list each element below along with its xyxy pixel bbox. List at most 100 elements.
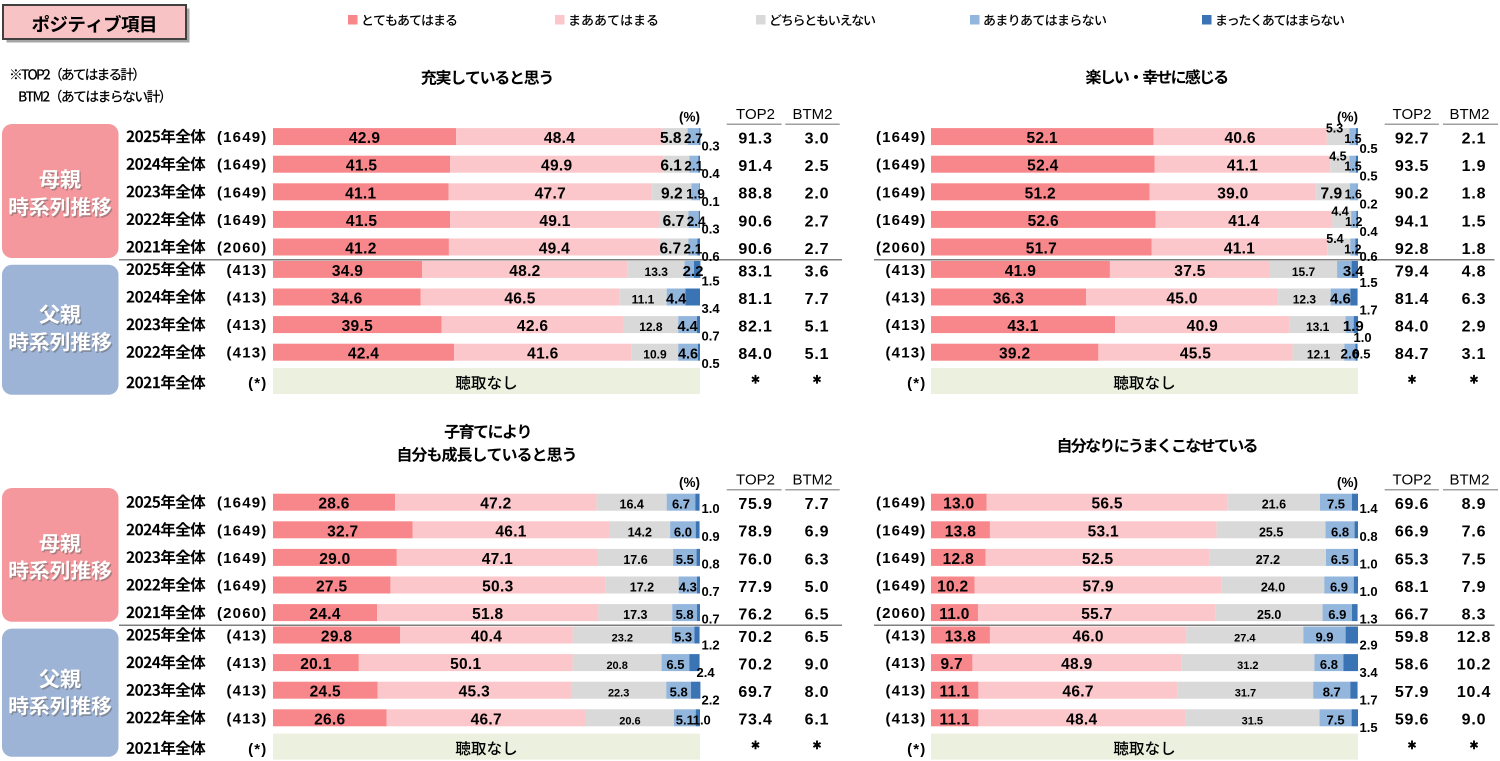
svg-text:6.5: 6.5 [1331, 552, 1349, 567]
svg-text:1.9: 1.9 [1462, 158, 1487, 175]
svg-text:(413): (413) [885, 262, 926, 279]
svg-text:(*): (*) [907, 741, 926, 758]
svg-text:6.8: 6.8 [1320, 657, 1338, 672]
svg-text:(1649): (1649) [217, 129, 268, 146]
svg-text:1.5: 1.5 [1344, 132, 1361, 146]
svg-text:46.7: 46.7 [471, 711, 502, 728]
svg-text:42.6: 42.6 [517, 318, 548, 335]
svg-text:(1649): (1649) [217, 522, 268, 539]
svg-text:68.1: 68.1 [1395, 579, 1429, 596]
svg-text:20.8: 20.8 [606, 660, 627, 672]
svg-text:0.5: 0.5 [1360, 169, 1378, 184]
svg-text:(%): (%) [679, 110, 700, 125]
svg-text:9.0: 9.0 [805, 657, 830, 674]
svg-text:(%): (%) [1337, 110, 1358, 125]
svg-text:24.4: 24.4 [309, 606, 340, 623]
svg-text:5.8: 5.8 [660, 130, 682, 147]
svg-text:0.9: 0.9 [702, 529, 720, 544]
svg-text:12.1: 12.1 [1307, 348, 1331, 362]
svg-text:5.4: 5.4 [1326, 232, 1343, 246]
svg-text:0.1: 0.1 [702, 194, 720, 209]
svg-text:BTM2: BTM2 [792, 472, 832, 489]
svg-text:(1649): (1649) [876, 550, 927, 567]
svg-text:23.2: 23.2 [612, 633, 633, 645]
svg-text:6.7: 6.7 [663, 213, 685, 230]
svg-text:0.4: 0.4 [1360, 224, 1379, 239]
svg-text:46.7: 46.7 [1062, 684, 1093, 701]
svg-text:(413): (413) [885, 710, 926, 727]
svg-text:8.3: 8.3 [1462, 607, 1487, 624]
svg-text:6.5: 6.5 [666, 657, 684, 672]
svg-text:5.1: 5.1 [676, 712, 694, 727]
svg-text:7.7: 7.7 [805, 496, 830, 513]
svg-text:0.8: 0.8 [702, 556, 720, 571]
svg-text:4.3: 4.3 [679, 580, 697, 595]
svg-text:1.8: 1.8 [1462, 186, 1487, 203]
svg-text:10.2: 10.2 [937, 579, 968, 596]
svg-text:12.3: 12.3 [1293, 293, 1317, 307]
svg-text:59.6: 59.6 [1395, 712, 1429, 729]
svg-text:21.6: 21.6 [1262, 498, 1286, 512]
svg-text:7.5: 7.5 [1327, 712, 1345, 727]
svg-text:(413): (413) [885, 345, 926, 362]
svg-text:7.9: 7.9 [1462, 579, 1487, 596]
svg-text:5.1: 5.1 [805, 319, 830, 336]
svg-text:(*): (*) [248, 375, 267, 392]
svg-text:(413): (413) [226, 710, 267, 727]
svg-text:13.1: 13.1 [1306, 320, 1330, 334]
svg-text:20.1: 20.1 [300, 656, 331, 673]
svg-text:1.2: 1.2 [702, 637, 720, 652]
svg-text:(1649): (1649) [217, 212, 268, 229]
svg-text:(1649): (1649) [217, 578, 268, 595]
svg-text:52.4: 52.4 [1027, 158, 1058, 175]
svg-text:(*): (*) [907, 375, 926, 392]
svg-text:0.4: 0.4 [702, 166, 721, 181]
svg-text:(413): (413) [226, 628, 267, 645]
svg-text:48.2: 48.2 [509, 263, 540, 280]
svg-text:0.7: 0.7 [702, 612, 720, 627]
svg-text:(1649): (1649) [217, 495, 268, 512]
svg-text:42.9: 42.9 [349, 130, 380, 147]
svg-text:0.6: 0.6 [702, 249, 720, 264]
svg-text:69.7: 69.7 [738, 684, 772, 701]
svg-text:41.6: 41.6 [527, 346, 558, 363]
svg-text:37.5: 37.5 [1174, 263, 1205, 280]
svg-text:59.8: 59.8 [1395, 629, 1429, 646]
svg-text:91.4: 91.4 [738, 158, 772, 175]
svg-text:1.0: 1.0 [1354, 330, 1372, 345]
svg-text:(1649): (1649) [876, 212, 927, 229]
svg-text:9.9: 9.9 [1315, 630, 1333, 645]
svg-text:6.0: 6.0 [674, 524, 692, 539]
svg-text:11.1: 11.1 [939, 711, 970, 728]
svg-text:41.4: 41.4 [1228, 213, 1259, 230]
svg-text:BTM2: BTM2 [1449, 472, 1489, 489]
svg-text:83.1: 83.1 [738, 263, 772, 280]
svg-text:(2060): (2060) [876, 605, 927, 622]
svg-text:6.5: 6.5 [805, 607, 830, 624]
svg-text:5.3: 5.3 [1326, 122, 1343, 136]
svg-text:73.4: 73.4 [738, 712, 772, 729]
svg-text:49.1: 49.1 [539, 213, 570, 230]
svg-text:84.7: 84.7 [1395, 346, 1429, 363]
svg-text:6.9: 6.9 [805, 524, 830, 541]
svg-text:26.6: 26.6 [314, 711, 345, 728]
svg-text:0.3: 0.3 [702, 221, 720, 236]
svg-text:1.5: 1.5 [1360, 720, 1378, 735]
svg-text:TOP2: TOP2 [736, 472, 775, 489]
svg-text:69.6: 69.6 [1395, 496, 1429, 513]
svg-text:1.0: 1.0 [693, 712, 711, 727]
svg-text:24.0: 24.0 [1261, 581, 1285, 595]
svg-text:20.6: 20.6 [619, 715, 640, 727]
svg-text:TOP2: TOP2 [1393, 472, 1432, 489]
svg-text:58.6: 58.6 [1395, 657, 1429, 674]
svg-text:0.7: 0.7 [702, 584, 720, 599]
svg-text:12.8: 12.8 [1457, 629, 1491, 646]
svg-text:(1649): (1649) [876, 184, 927, 201]
svg-text:13.0: 13.0 [943, 496, 974, 513]
svg-text:6.1: 6.1 [660, 158, 682, 175]
svg-text:40.4: 40.4 [471, 629, 502, 646]
svg-text:0.5: 0.5 [1352, 347, 1370, 362]
svg-text:4.4: 4.4 [1331, 205, 1348, 219]
svg-text:5.0: 5.0 [805, 579, 830, 596]
svg-text:66.9: 66.9 [1395, 524, 1429, 541]
